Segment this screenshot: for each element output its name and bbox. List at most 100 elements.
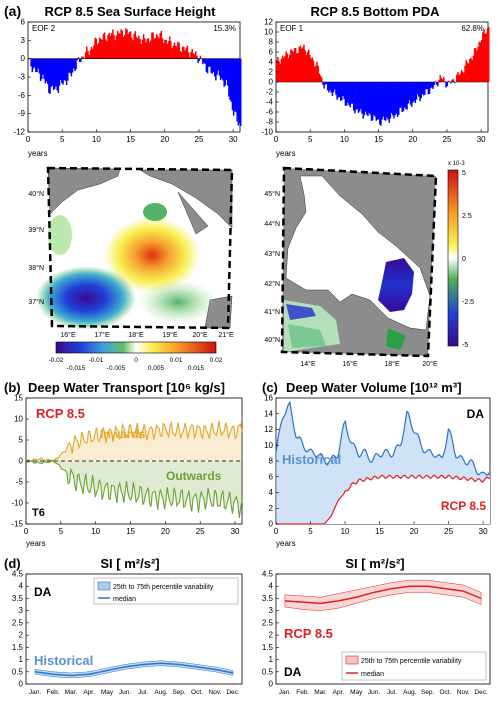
ts-left-bar [238, 58, 241, 124]
ts-right-bar [400, 82, 402, 108]
map-pda-colorbar-tick: 5 [462, 170, 466, 177]
ts-left-bar [173, 42, 176, 59]
ts-right-bar [311, 57, 314, 82]
ts-right-bar [461, 71, 464, 82]
ts-right-bar [369, 82, 372, 115]
ts-right-bar [456, 74, 458, 82]
ts-right-bar [290, 49, 292, 82]
ts-right-bar [429, 82, 432, 89]
si-left-month-label: Apr. [83, 689, 95, 696]
ts-right-bar [285, 51, 287, 82]
ts-right-bar [335, 82, 337, 95]
ts-left-bar [48, 58, 50, 93]
ts-right-bar [389, 82, 392, 119]
ts-right-bar [379, 82, 381, 125]
ts-left-bar [126, 29, 128, 59]
ts-right-bar [306, 51, 309, 82]
volume-ytick-label: 0 [269, 520, 274, 529]
ts-left-bar [146, 39, 148, 59]
si-left-plot [25, 573, 243, 685]
ts-left-bar [177, 41, 179, 59]
transport-xtick-label: 20 [161, 527, 170, 536]
ts-left-bar [71, 58, 74, 73]
ts-left-bar [128, 32, 131, 59]
si-left-ytick-label: 0 [19, 680, 24, 689]
panel-a-left-title: RCP 8.5 Sea Surface Height [45, 4, 217, 19]
ts-left-yticks: 6 3 0 -3 -6 -9 -12 [13, 18, 31, 137]
transport-ytick-label: -10 [11, 499, 23, 508]
panel-a-tag: (a) [4, 3, 21, 19]
ts-right-bar [483, 29, 485, 82]
ts-left-bar [135, 36, 138, 59]
ts-left-bar [102, 34, 105, 59]
ts-right-bar [478, 41, 481, 82]
si-left-month-label: Feb. [46, 689, 59, 696]
ts-left-ytick-label: 6 [21, 18, 26, 27]
ts-left-bar [171, 48, 173, 59]
ts-right-bar [343, 82, 345, 99]
ts-left-bar [113, 34, 115, 59]
si-left-median-line [34, 662, 234, 677]
ts-left-bar [84, 52, 87, 59]
transport-xticks: 0 5 10 15 20 25 30 [24, 521, 240, 536]
si-left-ytick-label: 4 [19, 582, 24, 591]
ts-left-bar [44, 58, 47, 84]
map-ssh-lon-5: 21°E [218, 331, 234, 339]
ts-left-bar [54, 58, 56, 89]
ts-left-bar [180, 52, 183, 59]
ts-left-bar [32, 58, 35, 69]
si-left-ytick-label: 1 [19, 655, 24, 664]
ts-right-bar [421, 82, 424, 95]
ts-right-bar [380, 82, 382, 126]
ts-left-bar [205, 58, 208, 72]
ts-right-bar [341, 82, 343, 101]
ts-left-ytick-label: 0 [21, 54, 26, 63]
ts-right-xtick-label: 30 [477, 135, 486, 144]
ts-right-bar [409, 82, 412, 105]
ts-right-bar [328, 82, 330, 93]
ts-left-bar [101, 39, 103, 59]
ts-left-bar [132, 40, 134, 59]
ts-left-bar [164, 39, 166, 59]
map-ssh-lon-2: 18°E [128, 331, 144, 339]
ts-right-ytick-label: -10 [261, 128, 273, 137]
ts-left-bar [52, 58, 55, 91]
map-pda-lat-3: 42°N [264, 280, 280, 288]
ts-left-bar [59, 58, 62, 80]
ts-right-bar [486, 28, 489, 82]
ts-left-corner-label: EOF 2 [32, 24, 56, 33]
ts-left-bar [119, 33, 121, 59]
map-pda-colorbar-ticks: 5 2.5 0 -2.5 -5 [462, 170, 474, 349]
ts-left-bar [89, 50, 92, 59]
ts-right-bar [408, 82, 411, 101]
ts-left-bar [197, 58, 199, 64]
ts-left-bar [61, 58, 63, 84]
ts-left-bar [58, 58, 61, 86]
ts-left-xtick-label: 10 [92, 135, 101, 144]
ts-left-bar [176, 46, 178, 59]
ts-right-bar [460, 70, 463, 82]
ts-left-bar [217, 58, 219, 71]
ts-right-bar [356, 82, 359, 110]
transport-xtick-label: 10 [91, 527, 100, 536]
si-right-month-label: Feb. [296, 689, 309, 696]
ts-right-bar [431, 82, 433, 88]
ts-left-bar [31, 58, 34, 73]
ts-right-bar [440, 77, 443, 82]
si-left-corner-label: DA [34, 585, 52, 599]
ts-right-bar [387, 82, 389, 120]
si-right-month-label: Dec. [474, 689, 488, 696]
transport-outwards-line [25, 459, 243, 519]
ts-right-bar [403, 82, 406, 108]
ts-right-ytick-label: -4 [266, 98, 274, 107]
si-right-title: SI [ m²/s²] [345, 556, 404, 571]
ts-right-bar [439, 75, 441, 82]
ts-left-bar [94, 37, 96, 59]
ts-right-bar [298, 46, 300, 82]
ts-right-bar [345, 82, 348, 106]
ts-right-bar [480, 40, 483, 82]
ts-right-bar [474, 47, 477, 82]
ts-left-bar [209, 58, 211, 67]
transport-ytick-label: 0 [19, 457, 24, 466]
ts-left-bar [127, 34, 129, 59]
